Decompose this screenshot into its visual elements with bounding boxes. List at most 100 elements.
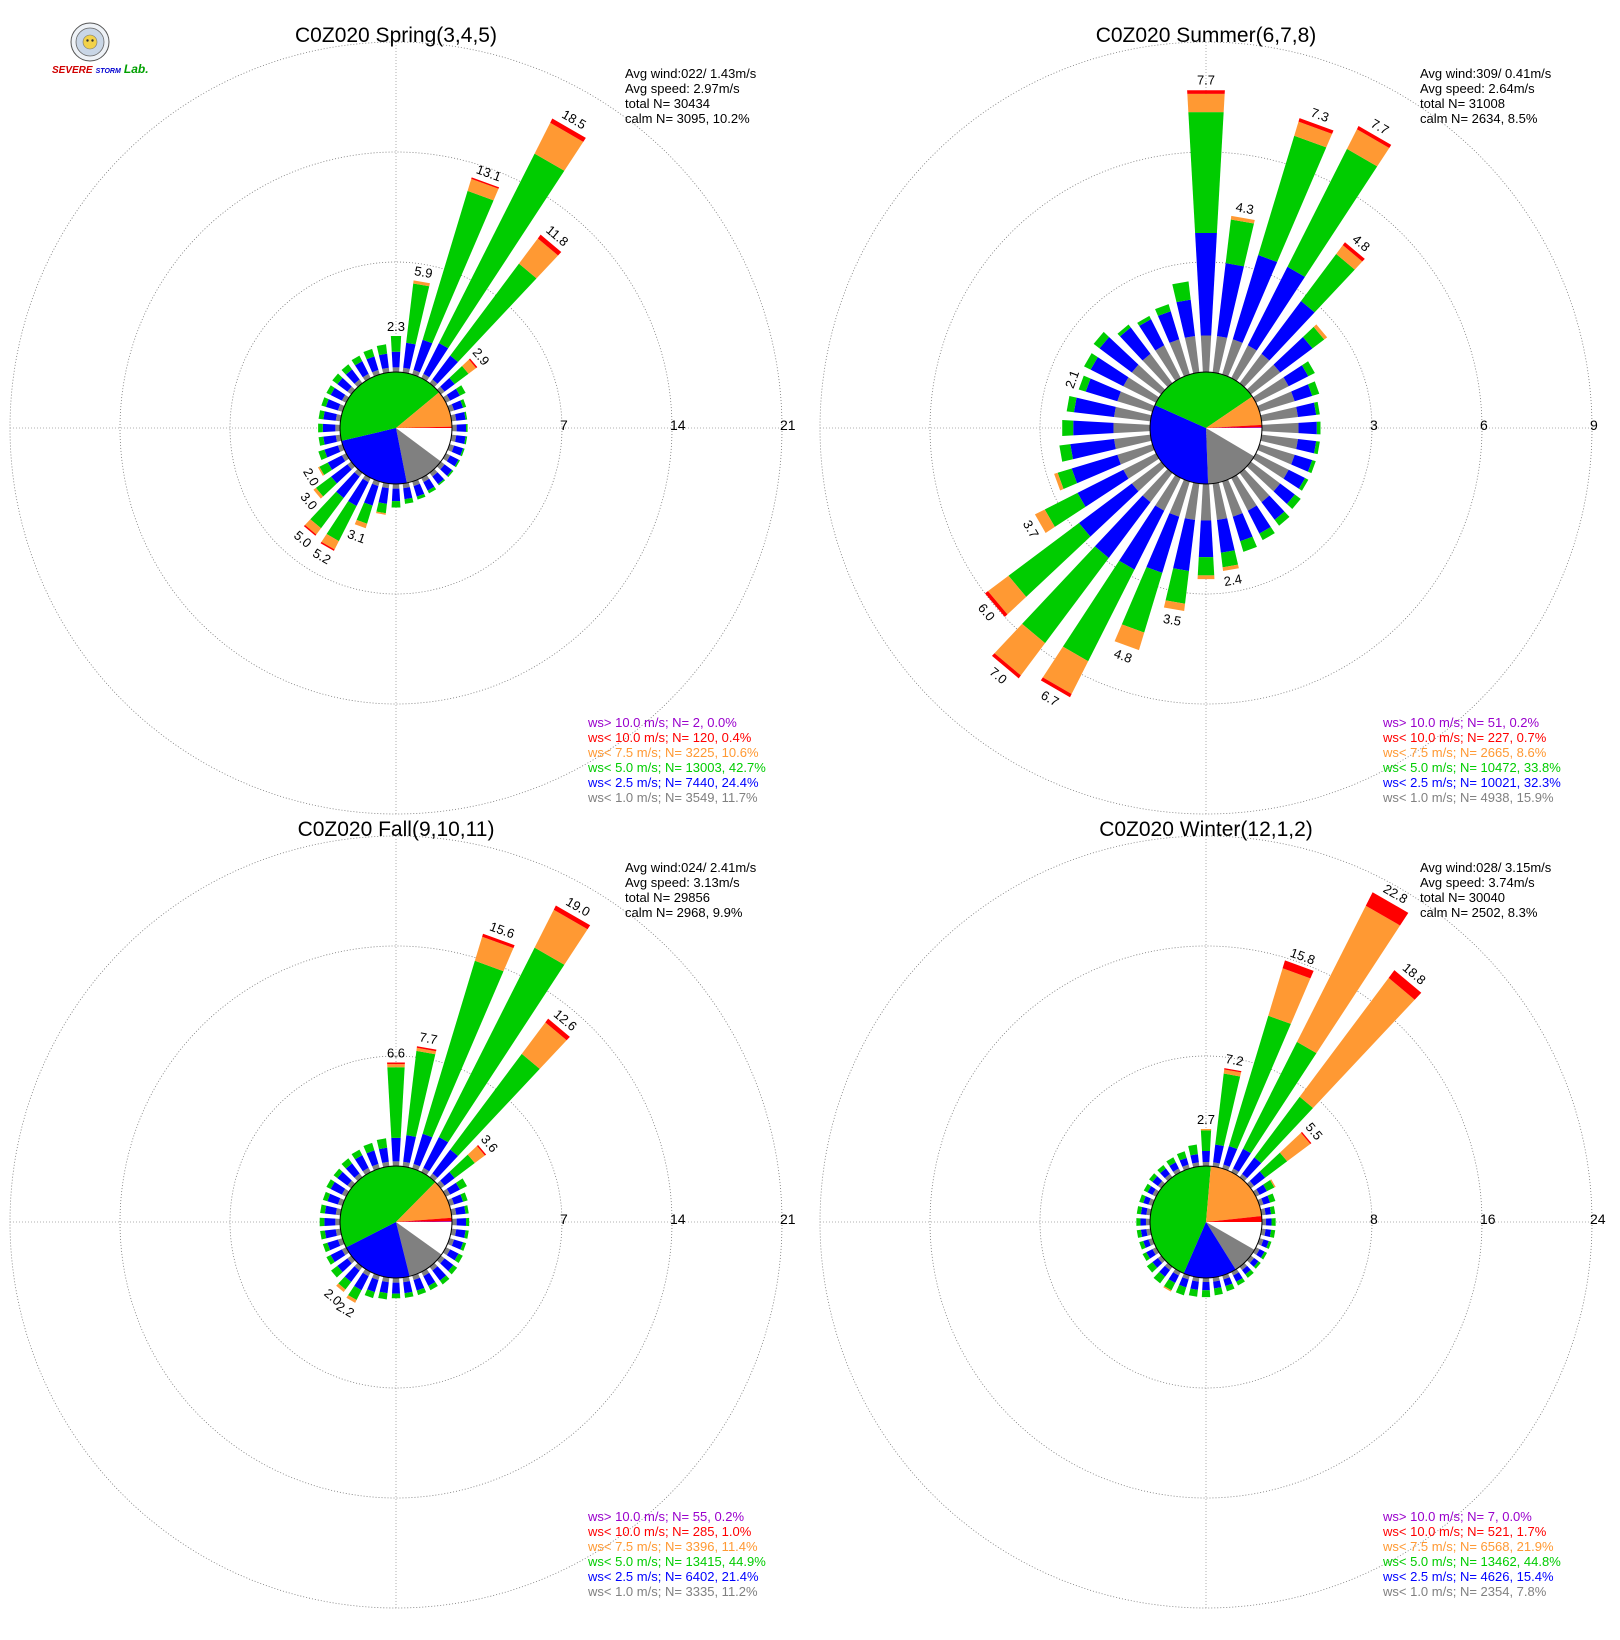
- bar-segment-270: [1073, 420, 1114, 436]
- bar-segment-130: [440, 1258, 454, 1272]
- bar-segment-160: [416, 493, 426, 500]
- bar-segment-60: [1301, 361, 1315, 377]
- bar-segment-240: [1044, 492, 1086, 527]
- bar-segment-210: [320, 541, 335, 551]
- bar-segment-150: [421, 474, 430, 483]
- bar-segment-200: [356, 502, 373, 524]
- ring-label: 24: [1590, 1211, 1606, 1227]
- bar-segment-50: [468, 358, 478, 369]
- bar-segment-0: [1188, 112, 1224, 233]
- bar-segment-290: [322, 1191, 331, 1202]
- bar-segment-320: [354, 1173, 363, 1182]
- bar-segment-330: [351, 1149, 363, 1160]
- bar-segment-310: [1099, 336, 1139, 373]
- bar-segment-310: [1152, 1176, 1163, 1186]
- bar-segment-10: [413, 280, 430, 287]
- stats-line: calm N= 2968, 9.9%: [625, 905, 743, 920]
- bar-segment-140: [439, 1275, 450, 1285]
- bar-segment-120: [1256, 1249, 1265, 1258]
- ring-label: 21: [780, 1211, 796, 1227]
- bar-segment-20: [1222, 339, 1243, 377]
- bar-segment-150: [421, 1268, 430, 1277]
- bar-segment-90: [466, 423, 468, 433]
- bar-segment-120: [1283, 469, 1306, 489]
- bar-segment-40: [537, 234, 562, 256]
- bar-segment-50: [1246, 364, 1281, 395]
- bar-segment-350: [378, 1147, 389, 1163]
- bar-segment-330: [1137, 315, 1151, 326]
- bar-segment-310: [347, 386, 356, 395]
- bar-segment-320: [345, 1163, 360, 1178]
- stats-line: calm N= 3095, 10.2%: [625, 111, 750, 126]
- bar-segment-240: [341, 453, 350, 462]
- bar-segment-170: [1213, 1280, 1222, 1289]
- bar-segment-130: [1253, 1261, 1261, 1269]
- bar-segment-40: [450, 263, 537, 362]
- bar-segment-240: [1123, 453, 1160, 479]
- stats-line: total N= 31008: [1420, 96, 1505, 111]
- bar-segment-70: [1267, 1193, 1276, 1203]
- bar-segment-310: [337, 377, 352, 392]
- bar-segment-350: [1184, 335, 1200, 374]
- bar-segment-170: [1213, 1287, 1223, 1296]
- ring-1: [229, 1055, 563, 1389]
- bar-segment-40: [1342, 242, 1365, 262]
- legend-entry: ws< 7.5 m/s; N= 6568, 21.9%: [1382, 1539, 1554, 1554]
- bar-segment-0: [1187, 90, 1225, 94]
- bar-segment-30: [1296, 905, 1401, 1054]
- bar-segment-60: [456, 385, 466, 396]
- bar-segment-270: [1140, 1218, 1146, 1226]
- bar-segment-110: [1266, 1240, 1272, 1249]
- bar-segment-340: [1157, 311, 1180, 343]
- bar-segment-10: [416, 1046, 437, 1052]
- bar-segment-320: [1164, 1173, 1173, 1182]
- bar-segment-90: [456, 424, 467, 432]
- bar-segment-20: [1268, 968, 1311, 1024]
- bar-segment-0: [392, 1161, 400, 1167]
- pie-outline: [339, 371, 453, 485]
- bar-segment-140: [429, 468, 438, 477]
- bar-segment-50: [462, 359, 477, 374]
- pie-slice-0: [396, 1222, 452, 1255]
- bar-segment-30: [534, 122, 584, 171]
- bar-segment-170: [404, 1291, 414, 1298]
- logo-severe-text: SEVERE: [52, 65, 93, 76]
- bar-segment-180: [392, 1277, 400, 1283]
- ring-3: [9, 835, 783, 1609]
- pie-slice-1: [396, 1222, 442, 1277]
- bar-segment-170: [1222, 564, 1239, 571]
- bar-segment-300: [1147, 1186, 1156, 1195]
- bar-segment-190: [376, 511, 386, 515]
- bar-segment-130: [1246, 461, 1281, 492]
- pie-slice-4: [1206, 396, 1262, 428]
- bar-value-label: 3.7: [1020, 518, 1042, 541]
- bar-segment-240: [1077, 469, 1129, 507]
- pie-slice-6: [1206, 427, 1262, 428]
- bar-segment-160: [413, 1277, 425, 1291]
- ring-label: 14: [670, 417, 686, 433]
- bar-segment-340: [1176, 1151, 1187, 1161]
- bar-segment-180: [1202, 1282, 1210, 1291]
- bar-segment-70: [451, 1194, 464, 1205]
- bar-segment-210: [362, 1268, 371, 1277]
- bar-segment-330: [1173, 1168, 1181, 1176]
- bar-segment-10: [402, 367, 410, 374]
- bar-segment-190: [1188, 1288, 1198, 1297]
- legend-entry: ws< 2.5 m/s; N= 7440, 24.4%: [587, 775, 759, 790]
- bar-segment-10: [1223, 1069, 1242, 1077]
- bar-segment-220: [1159, 1265, 1170, 1277]
- bar-segment-220: [338, 1276, 352, 1290]
- legend-entry: ws< 1.0 m/s; N= 4938, 15.9%: [1382, 790, 1554, 805]
- pie-slice-4: [396, 1182, 452, 1222]
- bar-segment-350: [382, 1161, 390, 1168]
- bar-segment-240: [327, 455, 346, 470]
- bar-segment-0: [1195, 232, 1217, 336]
- bar-segment-140: [429, 1262, 438, 1271]
- bar-segment-10: [403, 342, 416, 369]
- bar-segment-80: [464, 411, 468, 420]
- bar-segment-80: [1269, 1206, 1276, 1215]
- bar-segment-310: [333, 1168, 343, 1179]
- bar-segment-230: [1078, 483, 1139, 537]
- ring-2: [119, 151, 673, 705]
- bar-segment-350: [382, 367, 390, 374]
